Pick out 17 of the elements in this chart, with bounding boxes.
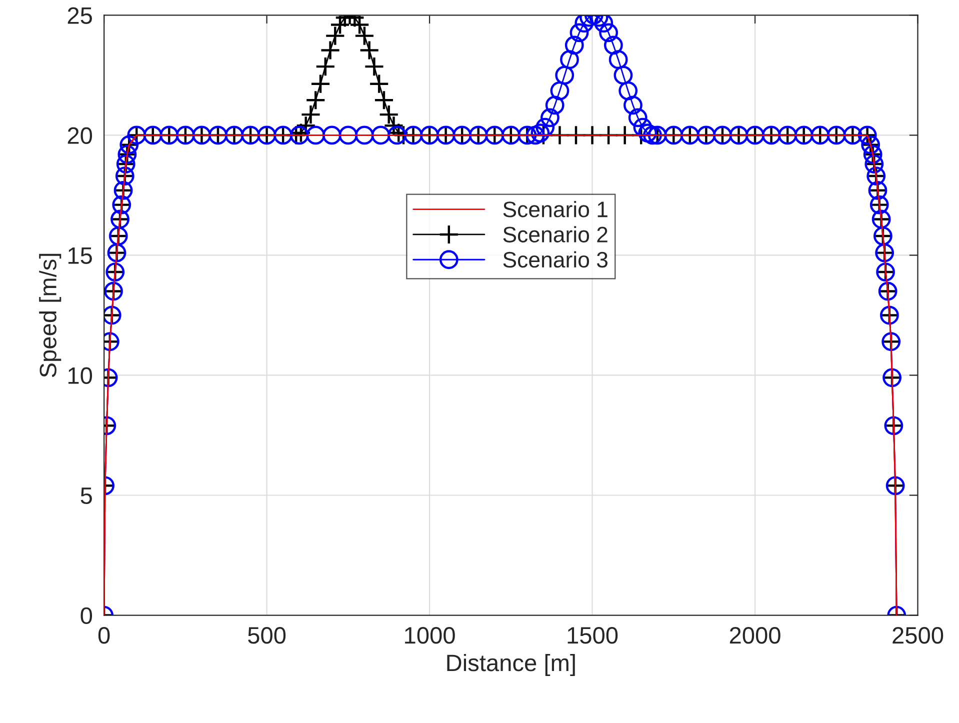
y-tick-label: 25 xyxy=(68,7,92,24)
y-tick-label: 5 xyxy=(80,488,92,504)
y-tick-label: 0 xyxy=(80,607,92,624)
y-tick-label: 15 xyxy=(68,248,92,264)
x-tick-label: 2500 xyxy=(892,627,944,644)
x-tick-label: 1500 xyxy=(568,627,618,644)
legend-label: Scenario 2 xyxy=(503,226,608,242)
legend-label: Scenario 3 xyxy=(503,251,608,268)
x-tick-label: 500 xyxy=(248,627,286,644)
y-tick-label: 10 xyxy=(68,367,92,384)
x-tick-label: 0 xyxy=(98,627,110,644)
x-tick-label: 1000 xyxy=(405,627,455,644)
x-tick-label: 2000 xyxy=(730,627,780,644)
legend-label: Scenario 1 xyxy=(503,200,608,218)
y-axis-title: Speed [m/s] xyxy=(39,254,62,378)
x-axis-title: Distance [m] xyxy=(447,654,575,676)
y-tick-label: 20 xyxy=(68,127,92,144)
